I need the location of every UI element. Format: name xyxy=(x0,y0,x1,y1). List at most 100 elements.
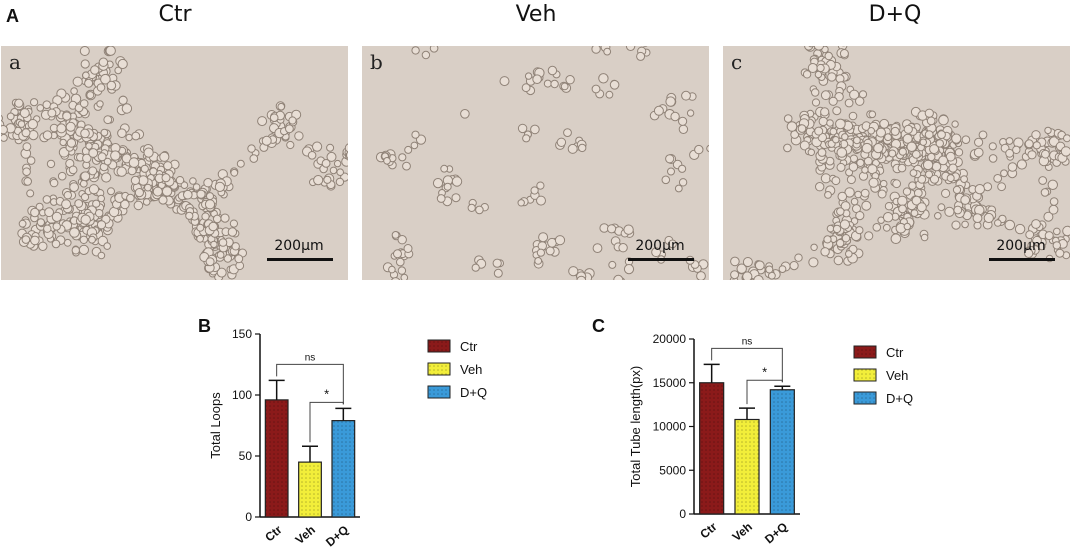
cell xyxy=(1047,179,1058,191)
cell xyxy=(65,121,76,132)
cell xyxy=(929,144,940,155)
cell xyxy=(978,130,988,140)
y-tick-label: 100 xyxy=(232,388,252,402)
legend-label: D+Q xyxy=(886,391,913,406)
cell xyxy=(545,246,555,256)
cell xyxy=(951,120,959,128)
cell xyxy=(884,202,894,211)
cell xyxy=(839,49,849,58)
cell xyxy=(43,224,52,233)
cell xyxy=(1012,145,1021,155)
cell xyxy=(47,108,57,118)
legend-label: Ctr xyxy=(886,345,904,360)
cell xyxy=(730,256,740,267)
cell xyxy=(29,98,39,107)
bar-D+Q xyxy=(331,420,356,518)
cell xyxy=(876,127,886,138)
cell xyxy=(974,137,984,147)
cell xyxy=(890,233,902,244)
cell xyxy=(778,265,787,274)
panel-label-b: B xyxy=(198,316,211,336)
micrograph-veh: b 200μm xyxy=(362,46,709,280)
cell xyxy=(451,193,461,203)
cell xyxy=(872,223,882,232)
cell xyxy=(185,211,194,220)
cell xyxy=(974,184,985,195)
cell xyxy=(783,143,792,153)
cell xyxy=(158,195,168,205)
bar-Ctr xyxy=(264,399,289,518)
cell xyxy=(321,159,331,168)
cell xyxy=(189,177,197,185)
bar-Veh xyxy=(298,461,322,518)
cell xyxy=(824,191,832,199)
cell xyxy=(1055,248,1065,258)
cell xyxy=(68,165,78,175)
cell xyxy=(415,134,427,145)
cell xyxy=(451,176,463,187)
cell xyxy=(131,131,141,141)
cell xyxy=(868,110,877,119)
cell xyxy=(1043,211,1054,222)
cell xyxy=(820,107,830,117)
cell xyxy=(1044,231,1054,241)
cell xyxy=(849,89,860,100)
cell xyxy=(130,175,140,185)
cell xyxy=(269,113,279,122)
cell xyxy=(261,135,272,146)
cell xyxy=(846,175,856,185)
cell xyxy=(856,158,865,168)
cell xyxy=(38,241,48,252)
cell xyxy=(877,189,887,199)
cell xyxy=(898,204,907,214)
cell xyxy=(391,231,400,239)
cell xyxy=(36,104,45,112)
cell xyxy=(17,120,26,128)
cell xyxy=(144,183,152,192)
cell xyxy=(560,82,569,91)
legend-label: Veh xyxy=(460,362,482,377)
x-tick-label: Ctr xyxy=(262,522,285,544)
cell xyxy=(1031,219,1041,229)
cell xyxy=(960,175,969,184)
cell xyxy=(951,133,962,144)
cell xyxy=(814,126,824,136)
cell xyxy=(106,80,117,91)
cell xyxy=(938,155,949,166)
cell xyxy=(521,83,531,93)
cell xyxy=(814,70,823,79)
cell xyxy=(393,249,402,259)
cell xyxy=(911,150,921,159)
cell xyxy=(391,277,401,280)
cell xyxy=(576,275,587,280)
cell xyxy=(26,156,36,165)
bar-Ctr xyxy=(699,382,725,515)
cell xyxy=(944,206,955,217)
cell xyxy=(499,76,510,87)
cell xyxy=(134,188,144,198)
cell xyxy=(247,144,256,153)
cell xyxy=(1032,235,1042,246)
cell xyxy=(522,134,531,143)
cell xyxy=(212,214,222,224)
significance-bracket xyxy=(711,347,783,383)
cell xyxy=(22,142,32,152)
significance-label: ns xyxy=(305,352,316,363)
cell xyxy=(88,235,96,244)
micrograph-sub-label: a xyxy=(9,50,21,74)
cell xyxy=(903,124,913,134)
cell xyxy=(651,247,662,258)
cell xyxy=(79,46,90,56)
cell xyxy=(623,224,634,235)
cell xyxy=(59,138,67,147)
cell xyxy=(97,194,105,203)
cell xyxy=(742,257,753,267)
cell xyxy=(882,223,891,232)
cell xyxy=(696,271,706,280)
cell xyxy=(623,264,635,275)
cell xyxy=(79,99,89,108)
cell xyxy=(30,235,40,246)
cell xyxy=(678,178,688,187)
cell xyxy=(285,124,294,134)
legend-swatch xyxy=(427,339,451,353)
